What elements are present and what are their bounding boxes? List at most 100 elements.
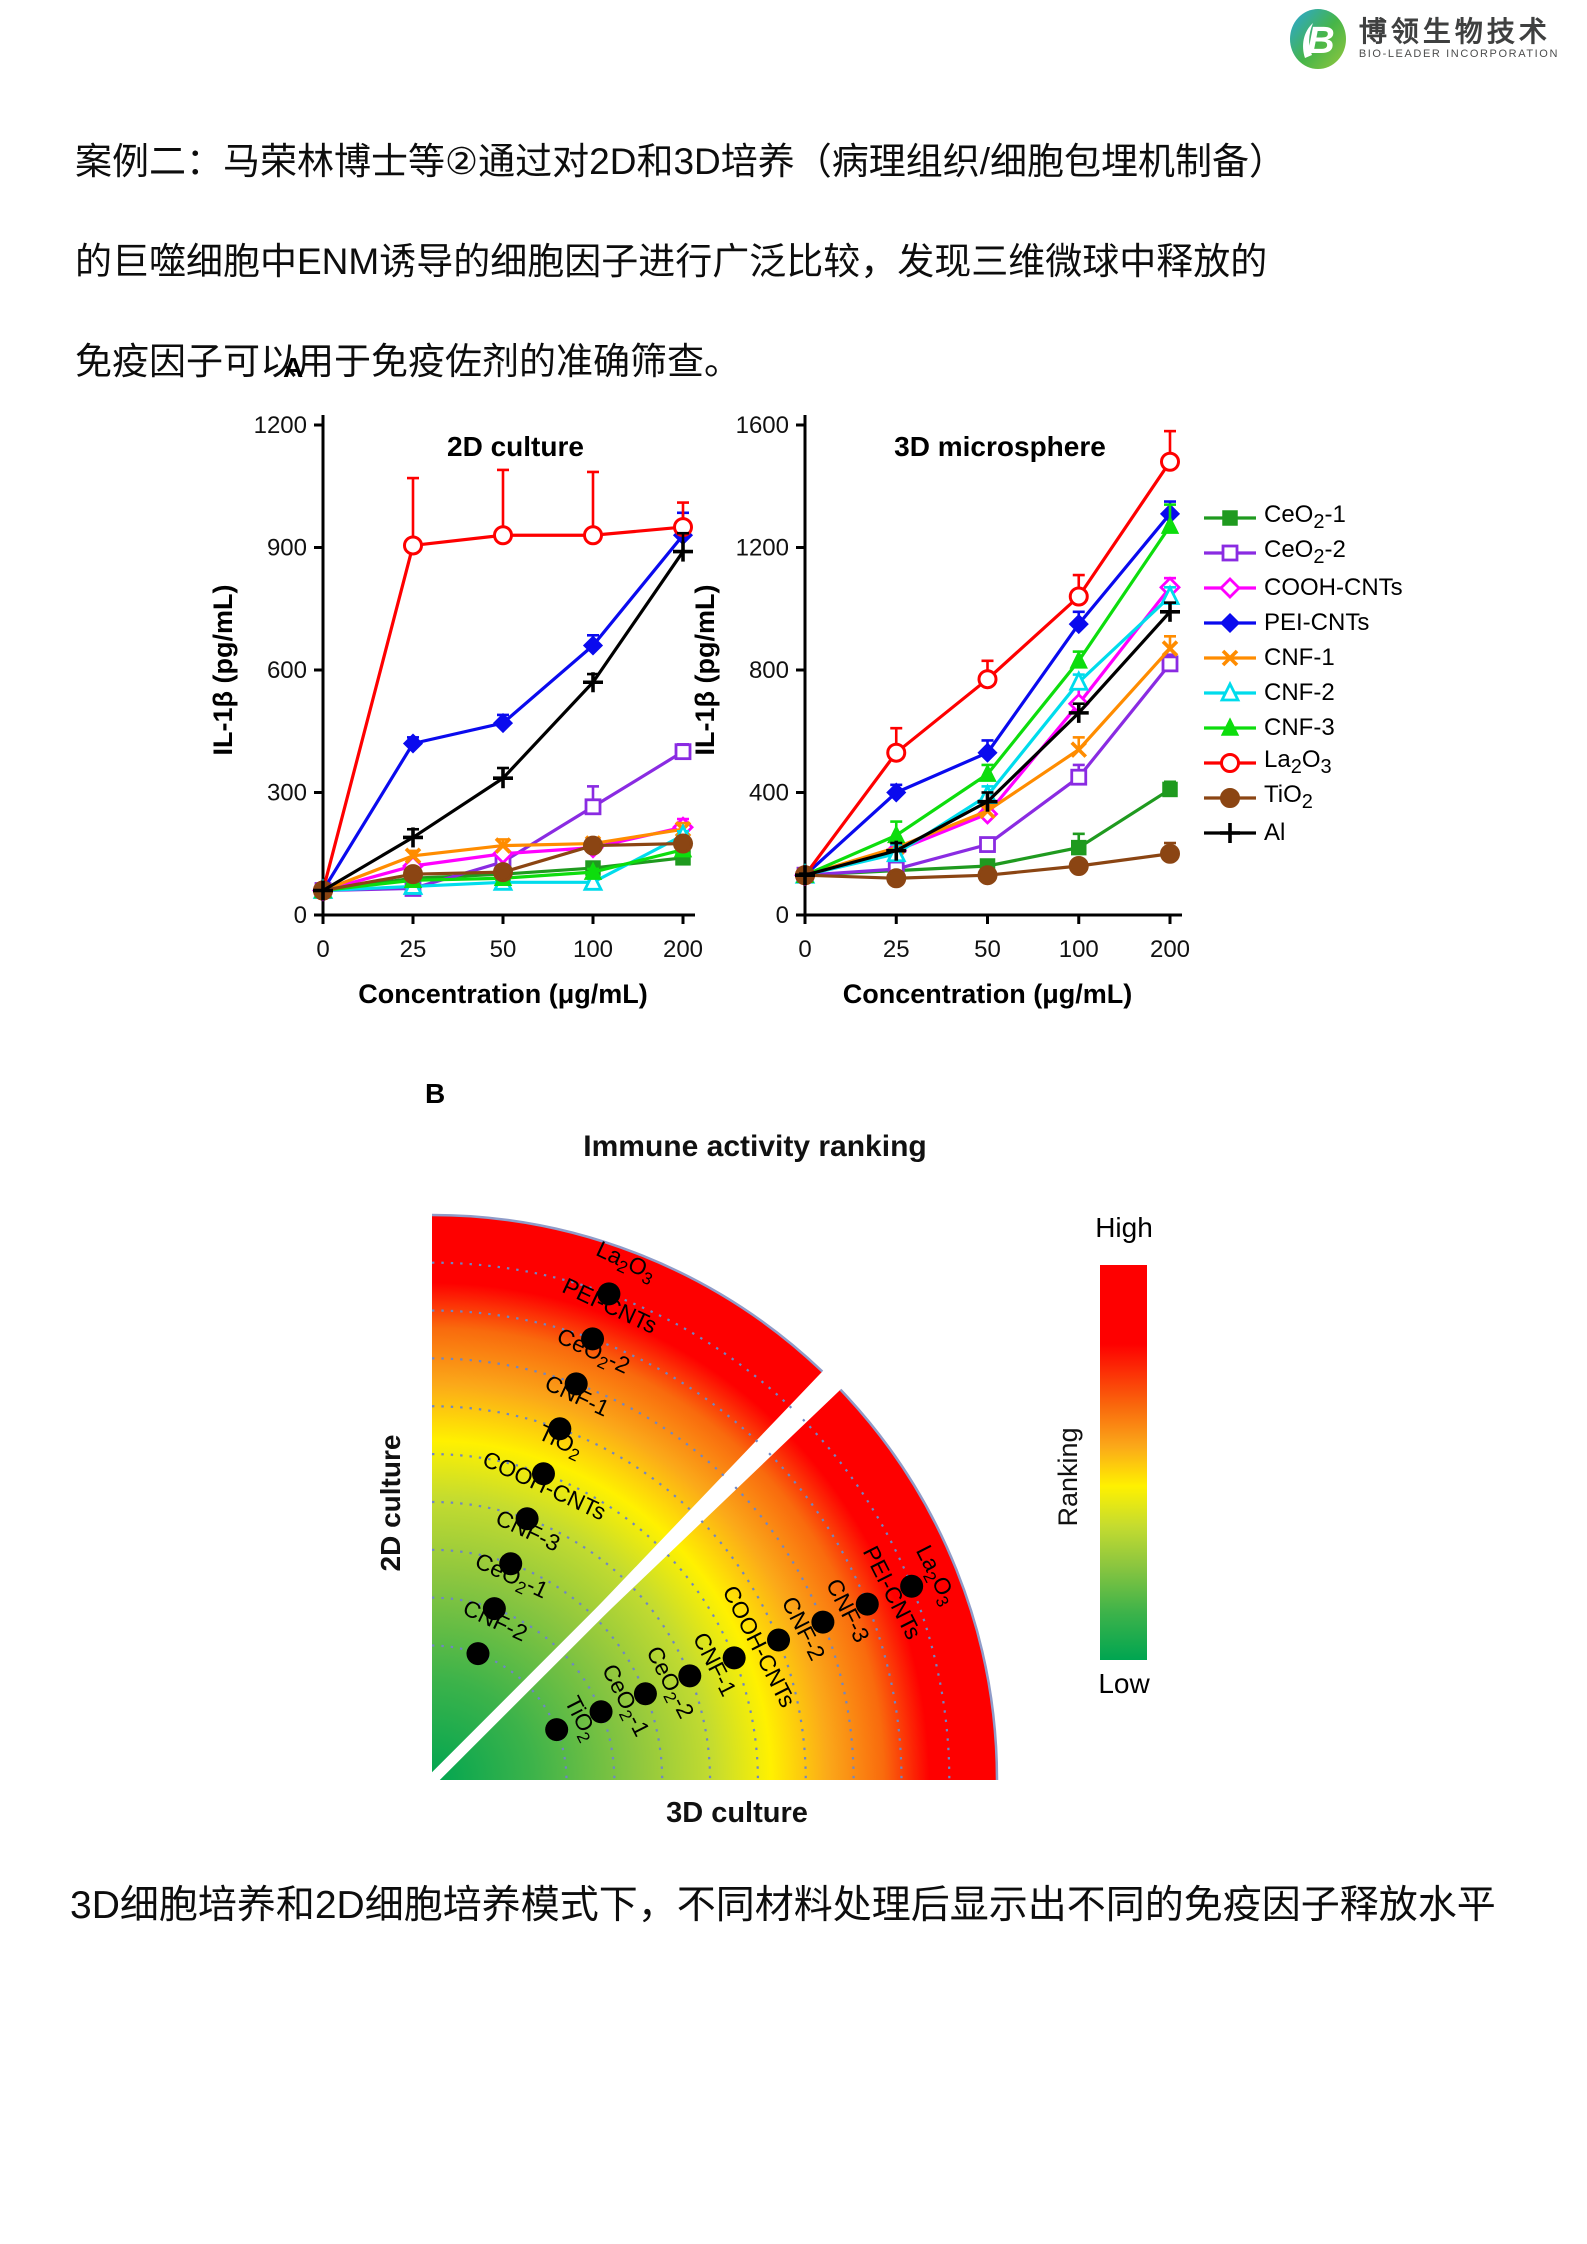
legend-marker-icon	[1204, 544, 1256, 561]
legend-label: CNF-3	[1264, 713, 1335, 741]
panel-a-label: A	[283, 352, 304, 383]
chart-title: 3D microsphere	[894, 431, 1106, 462]
legend-marker-icon	[1204, 822, 1256, 843]
marker-circle	[403, 535, 423, 556]
y-tick-label: 0	[294, 902, 307, 929]
ranking-dot-2d	[482, 1597, 506, 1621]
y-axis-title: IL-1β (pg/mL)	[690, 585, 720, 756]
colorbar-high-label: High	[1095, 1212, 1153, 1243]
ranking-dot-2d	[531, 1462, 555, 1486]
marker-circle	[493, 862, 513, 883]
marker-square	[674, 743, 692, 761]
legend-marker-icon	[1204, 716, 1256, 736]
x-tick-label: 50	[490, 936, 517, 963]
marker-square	[1222, 509, 1238, 526]
ranking-dot-2d	[597, 1282, 621, 1306]
brand-logo-icon: B	[1289, 9, 1346, 69]
x-tick-label: 0	[316, 936, 329, 963]
marker-x	[404, 847, 422, 865]
marker-triangle	[978, 763, 997, 782]
chart-2d-culture: 0 300 600 900 1200 0 25 50 100 200 Concentration (…	[208, 412, 703, 1009]
marker-circle	[1068, 586, 1089, 607]
marker-circle	[886, 742, 907, 763]
marker-square	[1071, 839, 1087, 856]
y-tick-label: 1600	[736, 412, 789, 439]
y-tick-label: 400	[749, 780, 789, 807]
marker-square	[979, 836, 996, 853]
x-tick-label: 25	[883, 936, 910, 963]
marker-triangle	[582, 870, 604, 891]
x-tick-label: 200	[1150, 936, 1190, 963]
x-tick-label: 0	[798, 936, 811, 963]
legend-label: COOH-CNTs	[1264, 573, 1403, 601]
marker-triangle	[1220, 716, 1240, 736]
chart-title: 2D culture	[447, 431, 584, 462]
legend-label: La2O3	[1264, 746, 1332, 778]
chart-immune-ranking: CNF-2CeO2-1CNF-3COOH-CNTsTiO2CNF-1CeO2-2…	[428, 1213, 999, 1784]
legend-item: CeO2-1	[1202, 500, 1403, 535]
marker-square	[1070, 768, 1088, 786]
marker-diamond	[886, 782, 907, 803]
legend-item: TiO2	[1202, 780, 1403, 815]
marker-triangle	[1069, 650, 1088, 669]
x-axis-title: Concentration (μg/mL)	[358, 979, 648, 1009]
fan-sector-2d	[432, 1215, 823, 1780]
marker-circle	[1160, 451, 1180, 472]
colorbar	[1100, 1265, 1147, 1660]
series-line	[804, 595, 1172, 877]
intro-paragraph: 案例二：马荣林博士等②通过对2D和3D培养（病理组织/细胞包埋机制备） 的巨噬细…	[75, 112, 1555, 412]
legend-marker-icon	[1204, 787, 1256, 808]
ranking-chart-title: Immune activity ranking	[583, 1130, 927, 1163]
y-tick-label: 600	[267, 657, 307, 684]
brand-name-en: BIO-LEADER INCORPORATION	[1358, 48, 1559, 61]
legend-item: CNF-1	[1202, 640, 1403, 675]
marker-circle	[1068, 856, 1089, 876]
brand-logo: B 博领生物技术 BIO-LEADER INCORPORATION	[1287, 8, 1559, 70]
legend-item: COOH-CNTs	[1202, 570, 1403, 605]
fan-sector-2d-rim	[431, 1213, 824, 1373]
marker-triangle	[1219, 680, 1241, 701]
legend-marker-icon	[1204, 680, 1256, 701]
ranking-dot-2d	[466, 1642, 490, 1666]
marker-triangle	[1160, 515, 1180, 534]
chart-legend: CeO2-1 CeO2-2 COOH-CNTs PEI-CNTs CNF-1 CNF-2 C…	[1202, 500, 1403, 850]
marker-diamond	[977, 742, 998, 763]
legend-item: CNF-2	[1202, 675, 1403, 710]
legend-item: La2O3	[1202, 745, 1403, 780]
marker-square	[1162, 781, 1178, 798]
figure-caption: 3D细胞培养和2D细胞培养模式下，不同材料处理后显示出不同的免疫因子释放水平	[70, 1884, 1496, 1927]
x-tick-label: 100	[573, 936, 613, 963]
marker-circle	[673, 833, 693, 854]
ranking-dot-3d	[633, 1682, 657, 1706]
fan-sector-3d-rim	[839, 1388, 999, 1781]
marker-circle	[583, 525, 603, 546]
ranking-dot-3d	[855, 1592, 879, 1616]
ranking-dot-2d	[515, 1507, 539, 1531]
marker-triangle	[887, 824, 906, 844]
marker-square	[584, 798, 602, 816]
brand-name-cn: 博领生物技术	[1358, 16, 1551, 48]
marker-circle	[493, 525, 513, 546]
legend-label: TiO2	[1264, 781, 1313, 813]
x-tick-label: 100	[1059, 936, 1099, 963]
colorbar-low-label: Low	[1098, 1668, 1150, 1699]
marker-circle	[1220, 752, 1240, 773]
marker-triangle	[1068, 670, 1090, 691]
ranking-dot-3d	[722, 1646, 746, 1670]
ranking-dot-3d	[767, 1628, 791, 1652]
axis-label-3d-culture: 3D culture	[666, 1797, 808, 1829]
y-tick-label: 900	[267, 535, 307, 562]
marker-diamond	[1219, 576, 1241, 599]
legend-label: CeO2-1	[1264, 501, 1346, 533]
legend-marker-icon	[1204, 509, 1256, 526]
marker-diamond	[582, 635, 604, 656]
intro-line-1: 案例二：马荣林博士等②通过对2D和3D培养（病理组织/细胞包埋机制备）	[75, 141, 1287, 182]
marker-circle	[886, 868, 907, 889]
y-tick-label: 0	[776, 902, 789, 929]
legend-item: PEI-CNTs	[1202, 605, 1403, 640]
marker-circle	[1160, 843, 1180, 864]
axis-label-2d-culture: 2D culture	[375, 1434, 406, 1572]
svg-text:B: B	[1307, 20, 1334, 62]
colorbar-axis-label: Ranking	[1053, 1427, 1083, 1527]
